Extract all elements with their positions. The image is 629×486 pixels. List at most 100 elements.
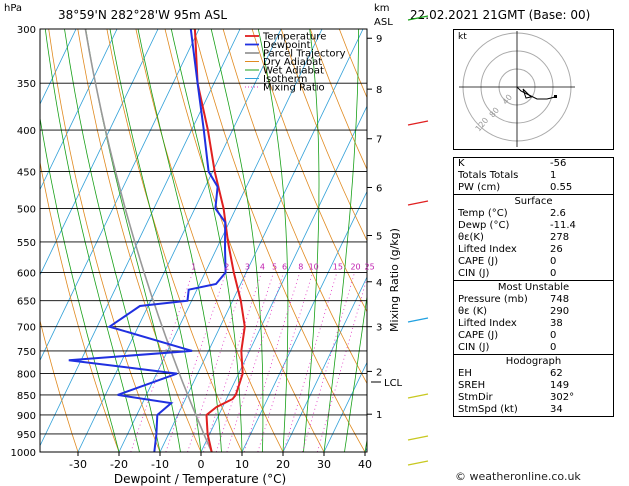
pressure-tick-label: 600 <box>17 269 36 280</box>
mixing-ratio-line <box>226 272 284 452</box>
legend-entry: Parcel Trajectory <box>263 49 346 60</box>
pressure-tick-label: 950 <box>17 430 36 441</box>
temp-tick-labels: -30 -20 -10 0 10 20 30 40 <box>69 452 372 471</box>
most-unstable-title: Most Unstable <box>454 280 613 294</box>
isotherm-line <box>40 29 200 362</box>
hodo-trace <box>516 86 556 100</box>
row-value: 290 <box>550 306 570 317</box>
km-tick-label: 3 <box>376 323 382 334</box>
wind-barb <box>407 120 429 126</box>
mixing-ratio-label: 4 <box>260 263 265 272</box>
row-value: 62 <box>550 368 563 379</box>
wind-barb <box>407 393 429 399</box>
mu-row: Pressure (mb) 748 <box>454 294 613 306</box>
wind-barb <box>407 317 429 323</box>
temperature-profile-line <box>193 29 246 452</box>
parameter-table: K -56 Totals Totals 1 PW (cm) 0.55 Surface … <box>453 157 614 417</box>
temp-tick-label: -30 <box>69 458 87 471</box>
row-label: Pressure (mb) <box>458 294 528 305</box>
row-label: CAPE (J) <box>458 256 499 267</box>
index-label: Totals Totals <box>458 170 519 181</box>
mixing-ratio-label: 15 <box>333 263 343 272</box>
pressure-tick-label: 300 <box>17 25 36 36</box>
row-label: Dewp (°C) <box>458 220 510 231</box>
row-value: 0 <box>550 342 557 353</box>
surface-row: CIN (J) 0 <box>454 268 613 280</box>
row-label: EH <box>458 368 472 379</box>
isotherm-line <box>159 29 364 452</box>
row-value: 278 <box>550 232 570 243</box>
pressure-tick-label: 750 <box>17 347 36 358</box>
row-label: CIN (J) <box>458 268 490 279</box>
surface-row: Temp (°C) 2.6 <box>454 208 613 220</box>
mixing-ratio-label: 8 <box>298 263 303 272</box>
surface-row: Dewp (°C) -11.4 <box>454 220 613 232</box>
legend-entry: Mixing Ratio <box>263 83 325 94</box>
temp-tick-label: 40 <box>358 458 372 471</box>
isotherm-line <box>77 29 282 452</box>
lcl-label: LCL <box>384 378 403 389</box>
km-tick-label: 9 <box>376 34 382 45</box>
mixing-ratio-line <box>283 272 338 452</box>
isotherm-line <box>40 29 77 106</box>
mixing-ratio-line <box>257 272 314 452</box>
mu-row: CAPE (J) 0 <box>454 330 613 342</box>
footer-credit[interactable]: © weatheronline.co.uk <box>455 470 581 483</box>
row-label: Lifted Index <box>458 318 517 329</box>
mu-row: CIN (J) 0 <box>454 342 613 354</box>
pressure-tick-label: 1000 <box>11 448 36 459</box>
isotherm-line <box>241 190 367 452</box>
hodo-storm-arrow <box>522 88 533 99</box>
km-tick-label: 1 <box>376 410 382 421</box>
km-tick-label: 5 <box>376 232 382 243</box>
row-label: Temp (°C) <box>458 208 508 219</box>
km-tick-label: 2 <box>376 367 382 378</box>
pressure-tick-label: 450 <box>17 167 36 178</box>
mixing-ratio-line <box>215 272 274 452</box>
km-tick-label: 7 <box>376 135 382 146</box>
row-label: CAPE (J) <box>458 330 499 341</box>
pressure-tick-labels: 300 350 400 450 500 550 600 650 700 750 800 850 900 9… <box>11 25 36 459</box>
row-value: 0 <box>550 256 557 267</box>
wind-barb <box>407 200 429 206</box>
profiles <box>68 29 246 452</box>
hodo-row: StmDir 302° <box>454 392 613 404</box>
row-label: SREH <box>458 380 486 391</box>
pressure-tick-label: 700 <box>17 323 36 334</box>
x-axis-label: Dewpoint / Temperature (°C) <box>114 472 286 486</box>
isotherm-line <box>40 29 118 191</box>
pressure-tick-label: 400 <box>17 126 36 137</box>
row-value: 0 <box>550 330 557 341</box>
dewpoint-profile-line <box>68 29 227 452</box>
pressure-tick-label: 650 <box>17 297 36 308</box>
mixing-ratio-axis-label: Mixing Ratio (g/kg) <box>388 228 401 332</box>
mixing-ratio-label: 5 <box>272 263 277 272</box>
temp-tick-label: 0 <box>198 458 205 471</box>
mixing-ratio-label: 1 <box>191 263 196 272</box>
mixing-ratio-label: 3 <box>245 263 250 272</box>
row-value: 302° <box>550 392 575 403</box>
surface-row: θε(K) 278 <box>454 232 613 244</box>
pressure-tick-label: 350 <box>17 79 36 90</box>
row-value: 2.6 <box>550 208 566 219</box>
mixing-ratio-label: 20 <box>350 263 360 272</box>
dry-adiabat-line <box>309 29 367 171</box>
dry-adiabat-line <box>40 319 79 452</box>
km-tick-label: 6 <box>376 183 382 194</box>
dry-adiabat-line <box>280 29 367 242</box>
hodo-end-marker <box>554 95 557 98</box>
km-tick-labels: 1 2 3 4 5 6 7 8 9 <box>367 34 382 421</box>
row-label: StmDir <box>458 392 493 403</box>
row-label: θε(K) <box>458 232 484 243</box>
km-tick-label: 4 <box>376 278 382 289</box>
parcel-trajectory-line <box>84 29 213 452</box>
index-value: -56 <box>550 158 567 169</box>
wind-barbs <box>407 15 429 466</box>
row-label: StmSpd (kt) <box>458 404 518 415</box>
pressure-tick-label: 800 <box>17 370 36 381</box>
isotherm-line <box>200 105 367 452</box>
row-label: CIN (J) <box>458 342 490 353</box>
mixing-ratio-label: 2 <box>224 263 229 272</box>
